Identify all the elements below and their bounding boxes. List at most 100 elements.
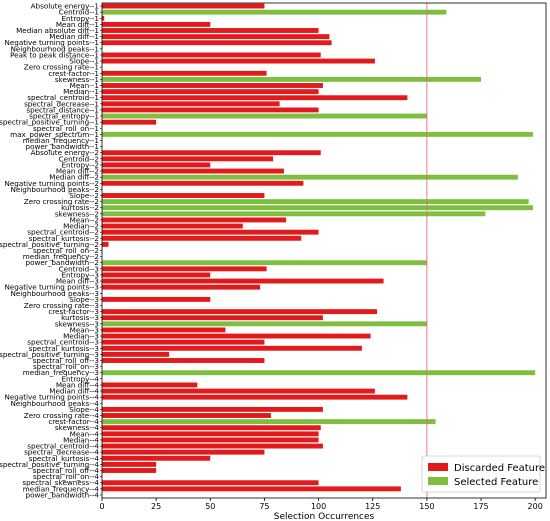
bar-median-frequency-4 xyxy=(102,486,401,492)
bar-mean-4 xyxy=(102,431,319,437)
y-tick-label-mean-2: Mean--2 xyxy=(70,215,99,224)
x-tick-label: 25 xyxy=(151,502,161,511)
y-tick-label-median-3: Median--3 xyxy=(63,332,99,341)
bar-centroid-2 xyxy=(102,156,274,162)
y-tick-label-neighbourhood-peaks-2: Neighbourhood peaks--2 xyxy=(10,185,99,194)
y-tick-label-zero-crossing-rate-3: Zero crossing rate--3 xyxy=(24,301,99,310)
legend-label-selected: Selected Feature xyxy=(454,477,538,488)
y-tick-label-power-bandwidth-1: power_bandwidth--1 xyxy=(26,142,99,151)
y-tick-label-peak-to-peak-distance-1: Peak to peak distance--1 xyxy=(10,50,99,59)
bar-zero-crossing-rate-2 xyxy=(102,199,529,205)
legend: Discarded Feature Selected Feature xyxy=(421,455,545,493)
y-tick-label-centroid-2: Centroid--2 xyxy=(59,154,99,163)
bar-peak-to-peak-distance-1 xyxy=(102,52,321,58)
y-tick-label-spectral-roll-off-3: spectral_roll_off--3 xyxy=(33,356,99,365)
bar-median-diff-2 xyxy=(102,174,518,180)
y-tick-label-spectral-entropy-1: spectral_entropy--1 xyxy=(29,112,99,121)
y-tick-label-crest-factor-4: crest-factor--4 xyxy=(48,417,99,426)
bar-spectral-roll-off-3 xyxy=(102,358,265,363)
bar-mean-diff-3 xyxy=(102,278,384,284)
x-axis-label: Selection Occurrences xyxy=(274,512,375,521)
y-tick-label-power-bandwidth-2: power_bandwidth--2 xyxy=(26,258,99,267)
y-tick-label-median-2: Median--2 xyxy=(63,222,99,231)
bar-spectral-positive-turning-4 xyxy=(102,461,157,467)
bar-spectral-kurtosis-2 xyxy=(102,235,302,241)
y-tick-label-spectral-roll-on-1: spectral_roll_on--1 xyxy=(33,124,99,133)
bar-mean-2 xyxy=(102,217,287,223)
y-tick-label-median-frequency-3: median_frequency--3 xyxy=(23,368,99,377)
y-tick-label-median-diff-4: Median diff--4 xyxy=(49,387,99,396)
y-tick-label-centroid-3: Centroid--3 xyxy=(59,264,99,273)
x-tick-label: 50 xyxy=(205,502,215,511)
y-tick-label-negative-turning-points-4: Negative turning points--4 xyxy=(4,393,99,402)
bar-absolute-energy-1 xyxy=(102,3,265,9)
bar-mean-3 xyxy=(102,327,226,333)
y-tick-label-zero-crossing-rate-2: Zero crossing rate--2 xyxy=(24,197,99,206)
y-tick-label-spectral-kurtosis-2: spectral_kurtosis--2 xyxy=(29,234,99,243)
y-tick-label-mean-diff-2: Mean diff--2 xyxy=(56,167,99,176)
bar-median-4 xyxy=(102,437,319,443)
y-tick-label-entropy-3: Entropy--3 xyxy=(61,270,99,279)
bar-skewness-4 xyxy=(102,425,321,431)
bar-median-frequency-3 xyxy=(102,370,536,376)
y-tick-label-entropy-2: Entropy--2 xyxy=(61,160,99,169)
bar-slope-4 xyxy=(102,406,323,412)
y-tick-label-spectral-positive-turning-4: spectral_positive_turning--4 xyxy=(0,460,99,469)
bar-kurtosis-2 xyxy=(102,205,534,211)
y-tick-label-entropy-1: Entropy--1 xyxy=(61,14,99,23)
bar-crest-factor-3 xyxy=(102,309,378,315)
bar-mean-diff-2 xyxy=(102,168,284,174)
bar-spectral-decrease-4 xyxy=(102,449,265,455)
legend-swatch-discarded xyxy=(428,463,448,471)
y-tick-label-centroid-1: Centroid--1 xyxy=(59,8,99,17)
y-tick-label-spectral-kurtosis-3: spectral_kurtosis--3 xyxy=(29,344,99,353)
y-tick-label-slope-1: Slope--1 xyxy=(69,57,99,66)
x-tick-label: 75 xyxy=(259,502,269,511)
bar-slope-3 xyxy=(102,296,211,302)
x-tick-label: 200 xyxy=(528,502,543,511)
bar-entropy-2 xyxy=(102,162,211,168)
bar-spectral-centroid-2 xyxy=(102,229,319,235)
y-tick-label-absolute-energy-2: Absolute energy--2 xyxy=(31,148,99,157)
bar-entropy-3 xyxy=(102,272,211,278)
bar-median-2 xyxy=(102,223,243,229)
bar-median-3 xyxy=(102,333,371,339)
bar-negative-turning-points-2 xyxy=(102,180,304,186)
bar-centroid-3 xyxy=(102,266,267,272)
bars-layer xyxy=(102,3,536,492)
y-tick-label-median-diff-1: Median diff--1 xyxy=(49,32,99,41)
bar-entropy-1 xyxy=(102,15,105,21)
bar-negative-turning-points-1 xyxy=(102,40,332,46)
bar-spectral-entropy-1 xyxy=(102,113,427,119)
y-tick-label-zero-crossing-rate-4: Zero crossing rate--4 xyxy=(24,411,100,420)
y-tick-label-skewness-4: skewness--4 xyxy=(55,423,100,432)
y-tick-label-mean-1: Mean--1 xyxy=(70,81,99,90)
y-tick-label-median-1: Median--1 xyxy=(63,87,99,96)
bar-spectral-kurtosis-4 xyxy=(102,455,211,461)
y-tick-label-spectral-positive-turning-1: spectral_positive_turning--1 xyxy=(0,118,99,127)
legend-swatch-selected xyxy=(428,477,448,485)
bar-median-diff-4 xyxy=(102,388,375,394)
x-tick-label: 150 xyxy=(419,502,434,511)
y-tick-label-crest-factor-3: crest-factor--3 xyxy=(48,307,99,316)
y-tick-label-spectral-positive-turning-3: spectral_positive_turning--3 xyxy=(0,350,99,359)
y-tick-labels: Absolute energy--1Centroid--1Entropy--1M… xyxy=(0,2,102,499)
y-tick-label-zero-crossing-rate-1: Zero crossing rate--1 xyxy=(24,63,99,72)
y-tick-label-mean-diff-4: Mean diff--4 xyxy=(56,380,100,389)
bar-slope-2 xyxy=(102,193,265,198)
y-tick-label-spectral-decrease-1: spectral_decrease--1 xyxy=(24,99,99,108)
bar-negative-turning-points-4 xyxy=(102,394,408,400)
bar-spectral-centroid-1 xyxy=(102,95,408,101)
bar-absolute-energy-2 xyxy=(102,150,321,156)
bar-spectral-distance-1 xyxy=(102,107,319,113)
y-tick-label-spectral-roll-off-4: spectral_roll_off--4 xyxy=(33,466,100,475)
bar-mean-diff-4 xyxy=(102,382,198,388)
legend-box xyxy=(421,455,541,493)
y-tick-label-power-bandwidth-4: power_bandwidth--4 xyxy=(26,490,100,499)
y-tick-label-mean-3: Mean--3 xyxy=(70,325,99,334)
y-tick-label-spectral-centroid-2: spectral_centroid--2 xyxy=(27,228,99,237)
y-tick-label-neighbourhood-peaks-1: Neighbourhood peaks--1 xyxy=(10,44,99,53)
y-tick-label-entropy-4: Entropy--4 xyxy=(61,374,99,383)
y-tick-label-skewness-3: skewness--3 xyxy=(55,319,99,328)
